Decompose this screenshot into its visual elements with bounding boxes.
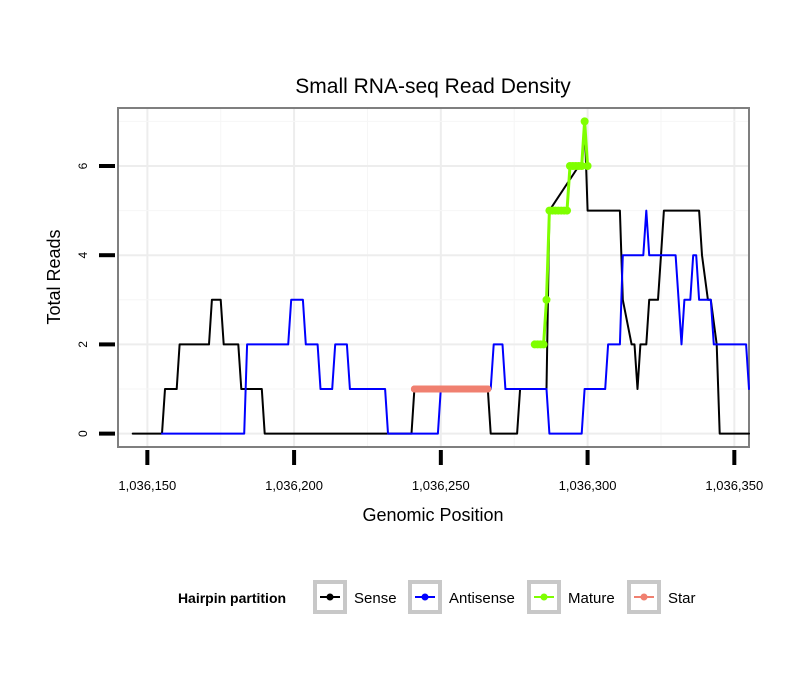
star-point [422,385,430,393]
legend: Hairpin partition Sense Antisense Mature St… [178,580,696,614]
x-tick-label: 1,036,300 [559,478,617,493]
star-point [469,385,477,393]
legend-title: Hairpin partition [178,590,286,606]
star-point [416,385,424,393]
x-tick-label: 1,036,250 [412,478,470,493]
chart-title: Small RNA-seq Read Density [295,75,571,98]
mature-point [563,206,572,215]
star-point [446,385,454,393]
legend-label-star: Star [668,590,696,607]
mature-point [539,340,548,349]
antisense-series-line [161,209,750,435]
star-point [457,385,465,393]
legend-dot-mature [540,593,548,601]
x-tick-label: 1,036,150 [118,478,176,493]
star-point [484,385,492,393]
mature-point [583,161,592,170]
star-point [434,385,442,393]
x-tick-label: 1,036,350 [705,478,763,493]
legend-label-sense: Sense [354,590,397,607]
y-axis-label: Total Reads [44,229,64,324]
plot-panel [117,107,750,448]
axes: 1,036,150 1,036,200 1,036,250 1,036,300 1,03… [76,162,763,493]
y-tick-label: 0 [76,430,90,437]
star-point [410,385,418,393]
star-point [428,385,436,393]
star-point [440,385,448,393]
series-layer [131,117,750,435]
star-point [452,385,460,393]
legend-dot-antisense [421,593,429,601]
y-tick-label: 4 [76,252,90,259]
mature-point [542,295,551,304]
y-tick-label: 2 [76,341,90,348]
legend-label-mature: Mature [568,590,615,607]
legend-dot-star [640,593,648,601]
legend-dot-sense [326,593,334,601]
mature-point [577,161,586,170]
y-tick-label: 6 [76,162,90,169]
legend-label-antisense: Antisense [449,590,515,607]
star-point [463,385,471,393]
x-axis-label: Genomic Position [362,505,503,525]
mature-point [580,117,589,126]
x-tick-label: 1,036,200 [265,478,323,493]
star-point [475,385,483,393]
